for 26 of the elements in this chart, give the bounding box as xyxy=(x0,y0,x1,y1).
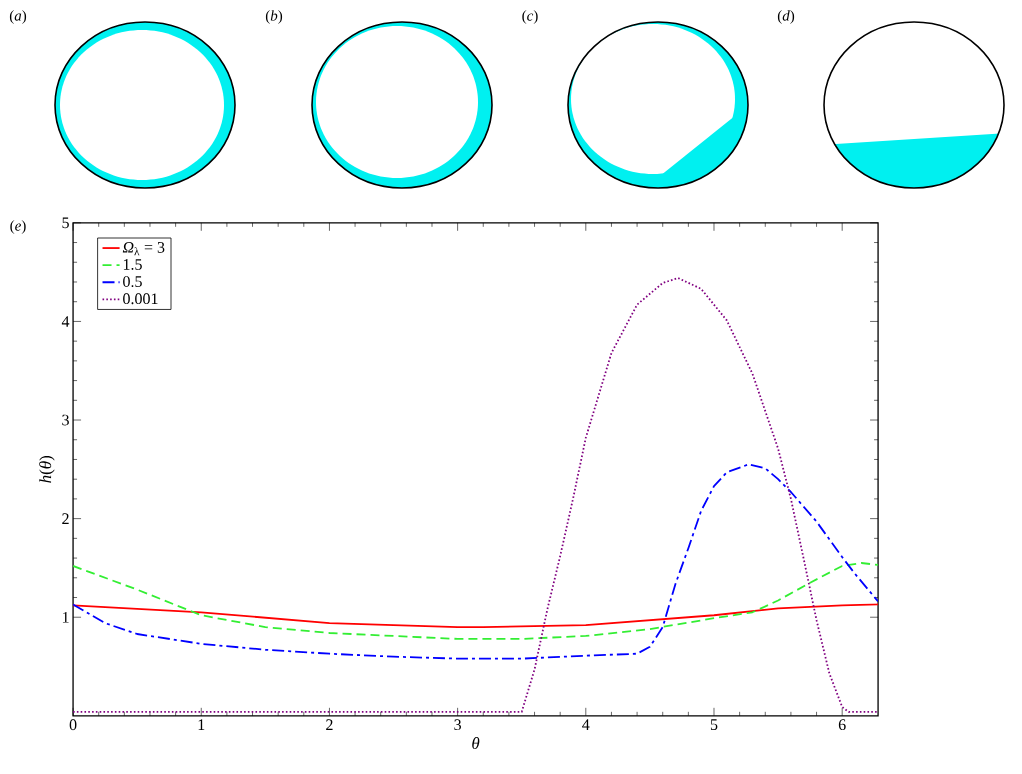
x-tick-label: 4 xyxy=(582,719,590,730)
legend-label: 0.001 xyxy=(123,293,158,305)
line-series xyxy=(73,463,879,660)
legend-label: 1.5 xyxy=(123,259,142,270)
text: (d) xyxy=(777,10,795,24)
y-tick-label: 1 xyxy=(62,611,69,623)
y-tick-label: 2 xyxy=(62,513,69,524)
y-tick-label: 3 xyxy=(62,414,69,426)
line-series xyxy=(73,277,879,713)
x-tick-label: 1 xyxy=(198,719,205,730)
legend-label: Ω$_{λ}$ = 3 xyxy=(122,242,165,256)
x-tick-label: 2 xyxy=(326,719,333,730)
y-tick-label: 4 xyxy=(61,316,70,327)
x-tick-label: 0 xyxy=(69,719,77,731)
text: (e) xyxy=(10,220,26,234)
y-tick-label: 5 xyxy=(62,217,69,229)
x-tick-label: 5 xyxy=(710,719,718,730)
y-axis-title: h(θ) xyxy=(39,455,55,483)
x-tick-label: 6 xyxy=(838,719,846,731)
text: (a) xyxy=(9,10,27,24)
x-axis-title: θ xyxy=(472,737,480,750)
text: (c) xyxy=(522,10,538,24)
x-tick-label: 3 xyxy=(454,719,461,731)
text: (b) xyxy=(265,10,283,24)
line-series xyxy=(73,562,879,640)
legend-label: 0.5 xyxy=(123,276,142,288)
